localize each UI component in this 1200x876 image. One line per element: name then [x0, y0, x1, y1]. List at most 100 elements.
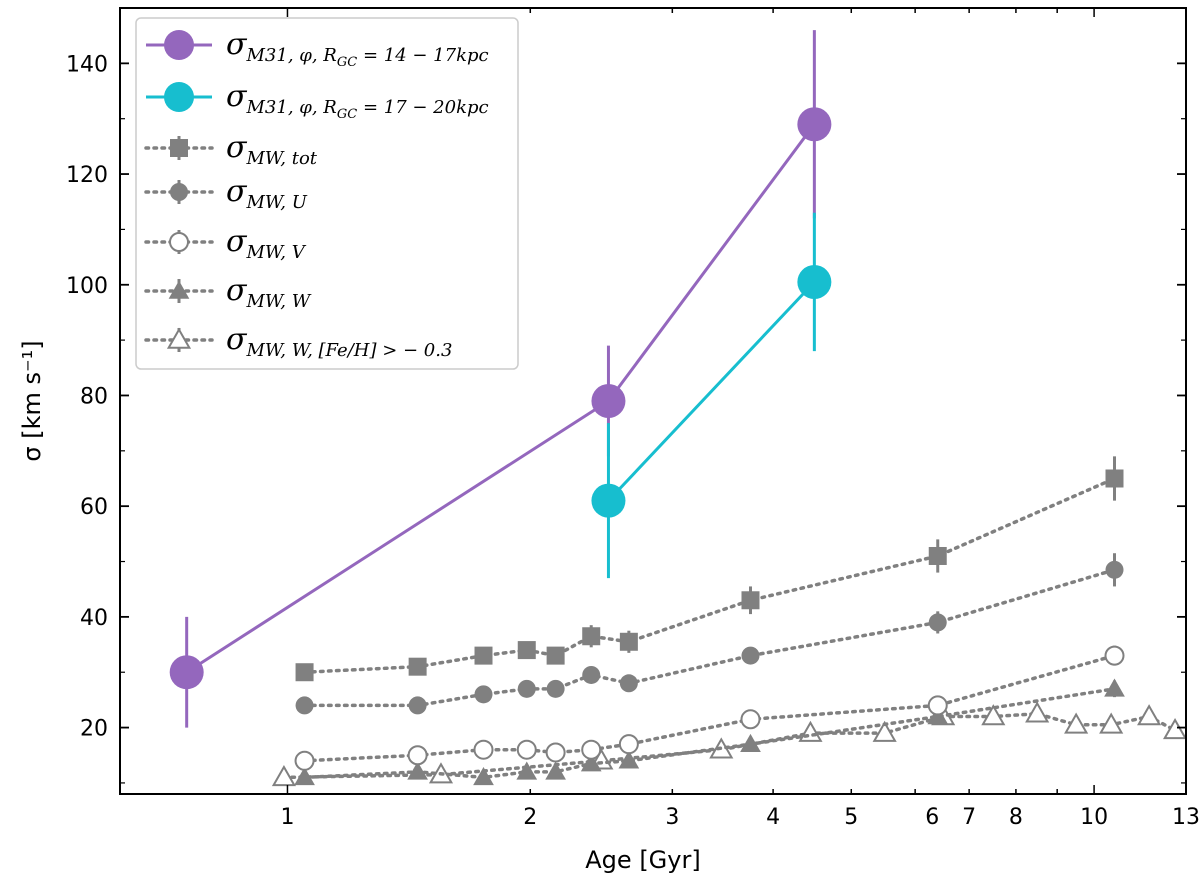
data-point: [1104, 645, 1125, 666]
x-tick-label: 1: [280, 805, 294, 830]
plot-area: [169, 30, 1188, 787]
x-tick-label: 6: [925, 805, 939, 830]
legend-box: [135, 17, 519, 370]
x-tick-label: 10: [1080, 805, 1108, 830]
data-point: [618, 734, 639, 755]
data-point: [1104, 678, 1125, 697]
x-tick-label: 3: [665, 805, 679, 830]
data-point: [582, 627, 601, 646]
data-point: [591, 384, 626, 418]
data-point: [1105, 560, 1124, 579]
series-line: [302, 476, 1117, 674]
data-point: [474, 646, 493, 665]
x-tick-label: 2: [523, 805, 537, 830]
data-point: [271, 765, 297, 787]
y-axis-title: σ [km s⁻¹]: [18, 340, 46, 461]
data-point: [546, 679, 565, 698]
x-tick-label: 8: [1009, 805, 1023, 830]
legend-label: σMW, W, [Fe/H] > − 0.3: [226, 322, 452, 361]
data-point: [618, 750, 640, 769]
legend-entry-6: σMW, W, [Fe/H] > − 0.3: [144, 322, 452, 361]
legend-entry-5: σMW, W: [144, 273, 312, 312]
legend-entry-4: σMW, V: [144, 224, 307, 263]
series-line: [302, 568, 1117, 708]
data-point: [619, 674, 638, 693]
data-point: [1025, 701, 1050, 723]
series-line: [607, 280, 816, 502]
data-point: [545, 742, 566, 763]
data-point: [516, 761, 538, 780]
legend-label: σM31, φ, RGC = 17 − 20kpc: [226, 79, 489, 122]
data-point: [407, 745, 428, 766]
data-point: [1162, 717, 1188, 740]
data-point: [581, 739, 602, 760]
data-point: [294, 767, 315, 786]
data-point: [545, 761, 566, 780]
y-tick-label: 20: [80, 717, 108, 742]
y-tick-label: 100: [66, 274, 108, 299]
data-point: [517, 679, 536, 698]
data-point: [1064, 712, 1089, 734]
data-point: [872, 720, 897, 742]
legend: σM31, φ, RGC = 14 − 17kpc σM31, φ, RGC = …: [135, 17, 519, 370]
legend-marker: [170, 139, 188, 157]
data-point: [517, 641, 536, 660]
data-point: [580, 753, 602, 772]
x-tick-label: 4: [766, 805, 780, 830]
legend-entry-1: σM31, φ, RGC = 17 − 20kpc: [146, 79, 489, 122]
axes-frame: [119, 7, 1187, 795]
legend-label: σM31, φ, RGC = 14 − 17kpc: [226, 27, 489, 70]
data-point: [1099, 712, 1124, 734]
data-point: [797, 107, 832, 142]
series-3: [295, 553, 1124, 715]
data-point: [1137, 704, 1162, 726]
y-tick-label: 120: [66, 163, 108, 188]
legend-entry-3: σMW, U: [144, 174, 308, 213]
legend-marker: [169, 232, 189, 252]
data-point: [741, 591, 760, 610]
data-point: [516, 739, 537, 760]
data-point: [1105, 469, 1124, 488]
legend-marker: [166, 327, 192, 349]
data-point: [591, 483, 626, 518]
x-tick-label: 7: [962, 805, 976, 830]
x-axis-title: Age [Gyr]: [585, 846, 700, 874]
data-point: [740, 709, 761, 730]
series-0: [169, 30, 832, 728]
series-4: [294, 645, 1125, 771]
x-tick-label: 5: [844, 805, 858, 830]
legend-label: σMW, W: [226, 273, 312, 312]
y-tick-label: 140: [66, 52, 108, 77]
data-point: [927, 695, 948, 716]
data-point: [928, 613, 947, 632]
data-point: [295, 663, 314, 682]
data-point: [295, 696, 314, 715]
legend-label: σMW, V: [226, 224, 307, 263]
data-point: [474, 685, 493, 704]
legend-marker: [164, 82, 194, 112]
data-point: [294, 750, 315, 771]
data-point: [740, 733, 761, 752]
x-tick-label: 13: [1172, 805, 1200, 830]
series-1: [591, 212, 832, 579]
data-point: [797, 264, 832, 299]
data-point: [169, 655, 204, 690]
data-point: [473, 767, 494, 786]
legend-marker: [168, 280, 190, 299]
series-line: [302, 687, 1117, 780]
series-5: [294, 678, 1125, 786]
axes: 20 40 60 80 100 120 140 1 2 3 4 5 6 7 8 10 13 Age [Gyr] σ …: [18, 7, 1200, 874]
legend-marker: [164, 30, 194, 60]
data-point: [473, 739, 494, 760]
y-tick-label: 60: [80, 495, 108, 520]
legend-label: σMW, tot: [226, 130, 318, 169]
data-point: [407, 761, 428, 780]
series-2: [295, 456, 1124, 682]
data-point: [408, 696, 427, 715]
legend-entry-2: σMW, tot: [144, 130, 318, 169]
data-point: [582, 665, 601, 684]
data-point: [741, 646, 760, 665]
y-tick-label: 80: [80, 384, 108, 409]
data-point: [546, 646, 565, 665]
